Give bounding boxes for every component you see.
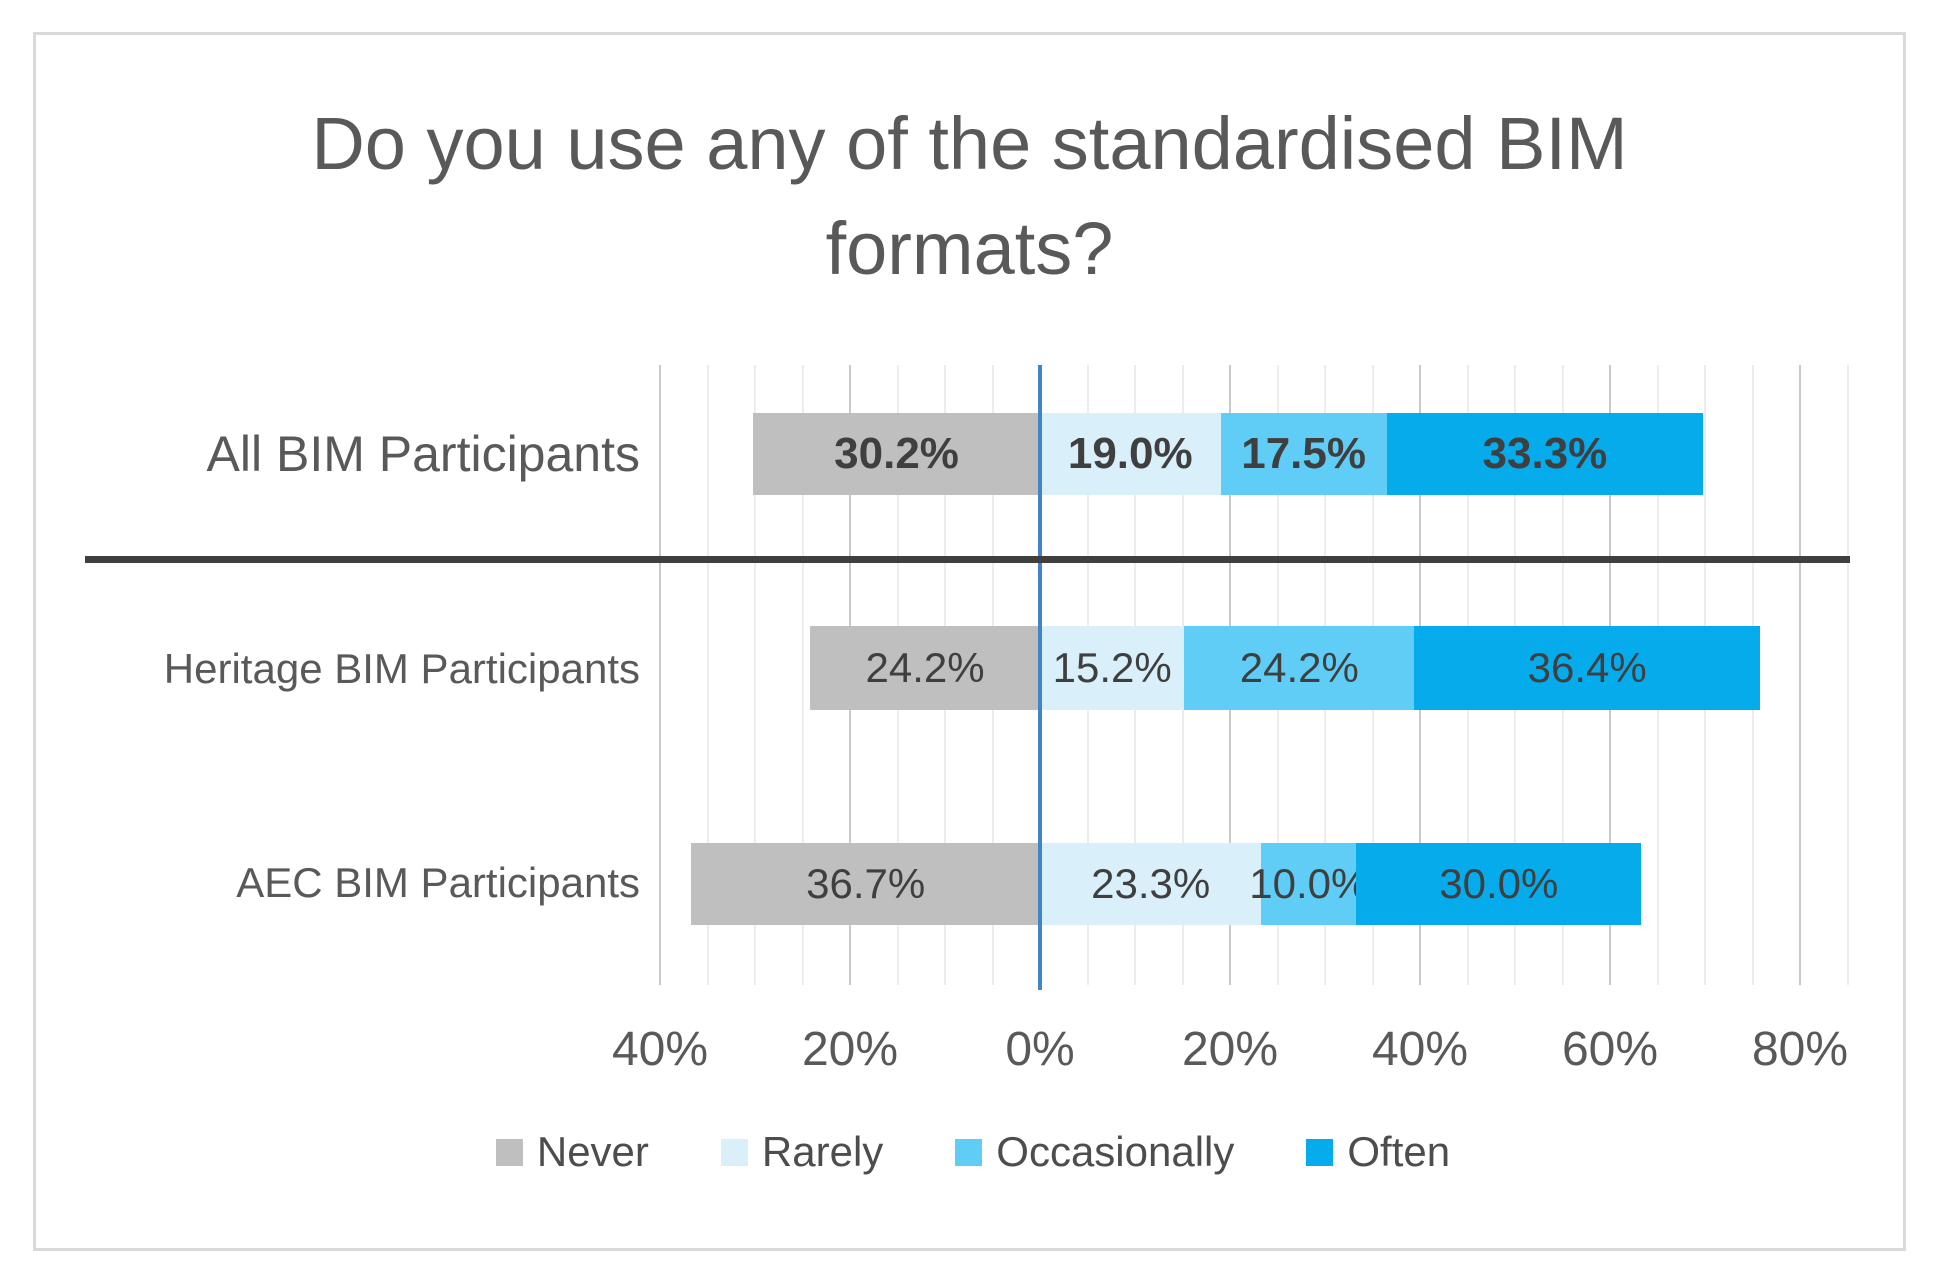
bar-value-label: 23.3% — [1091, 860, 1211, 907]
bar-value-label: 10.0% — [1249, 860, 1369, 907]
legend-label: Rarely — [761, 1128, 884, 1175]
category-label: Heritage BIM Participants — [163, 645, 640, 692]
bar-segment-often: 30.0% — [1356, 843, 1642, 925]
bar-value-label: 24.2% — [1239, 644, 1359, 691]
x-tick-label: 60% — [1561, 1023, 1659, 1076]
legend-swatch-often — [1306, 1138, 1334, 1166]
gridline — [1799, 365, 1801, 985]
bar-value-label: 15.2% — [1052, 644, 1172, 691]
chart-title: Do you use any of the standardised BIM fo… — [36, 91, 1903, 301]
legend-label: Never — [536, 1128, 649, 1175]
chart-title-line2: formats? — [825, 207, 1114, 291]
legend-swatch-never — [495, 1138, 523, 1166]
x-tick-label: 40% — [611, 1023, 709, 1076]
x-tick-label: 0% — [1005, 1023, 1075, 1076]
chart-title-line1: Do you use any of the standardised BIM — [311, 102, 1628, 185]
legend-swatch-rarely — [720, 1138, 748, 1166]
gridline — [801, 365, 804, 985]
bar-segment-occasionally: 24.2% — [1184, 626, 1415, 710]
bar-segment-often: 33.3% — [1386, 413, 1704, 495]
zero-axis-line — [1038, 365, 1042, 990]
legend-item: Often — [1306, 1128, 1450, 1176]
x-tick-label: 40% — [1371, 1023, 1469, 1076]
bar-value-label: 30.0% — [1439, 860, 1559, 907]
x-tick-label: 20% — [1181, 1023, 1279, 1076]
row-separator-line — [85, 556, 1850, 563]
bar-value-label: 33.3% — [1482, 429, 1608, 478]
bar-segment-rarely: 19.0% — [1040, 413, 1221, 495]
category-label: AEC BIM Participants — [236, 859, 640, 906]
bar-value-label: 30.2% — [834, 429, 959, 478]
legend: Never Rarely Occasionally Often — [0, 1128, 1946, 1176]
bar-segment-occasionally: 17.5% — [1220, 413, 1387, 495]
legend-item: Never — [495, 1128, 649, 1176]
bar-segment-never: 30.2% — [753, 413, 1040, 495]
bar-segment-never: 24.2% — [810, 626, 1040, 710]
bar-value-label: 19.0% — [1067, 429, 1193, 478]
gridline — [754, 365, 756, 985]
legend-item: Rarely — [720, 1128, 884, 1176]
gridline — [706, 365, 709, 985]
category-label: All BIM Participants — [206, 426, 640, 482]
bar-value-label: 36.4% — [1527, 644, 1647, 691]
bar-segment-rarely: 23.3% — [1040, 843, 1262, 925]
gridline — [659, 365, 661, 985]
x-tick-label: 20% — [801, 1023, 899, 1076]
legend-label: Often — [1347, 1128, 1451, 1175]
legend-item: Occasionally — [955, 1128, 1234, 1176]
bar-value-label: 17.5% — [1241, 429, 1366, 478]
legend-swatch-occasionally — [955, 1138, 983, 1166]
bar-segment-never: 36.7% — [691, 843, 1040, 925]
bar-segment-occasionally: 10.0% — [1249, 843, 1368, 925]
gridline — [1846, 365, 1849, 985]
legend-label: Occasionally — [996, 1128, 1235, 1175]
bar-segment-rarely: 15.2% — [1040, 626, 1185, 710]
bar-value-label: 24.2% — [865, 644, 985, 691]
x-tick-label: 80% — [1751, 1023, 1849, 1076]
bar-segment-often: 36.4% — [1414, 626, 1761, 710]
bar-value-label: 36.7% — [806, 860, 926, 907]
